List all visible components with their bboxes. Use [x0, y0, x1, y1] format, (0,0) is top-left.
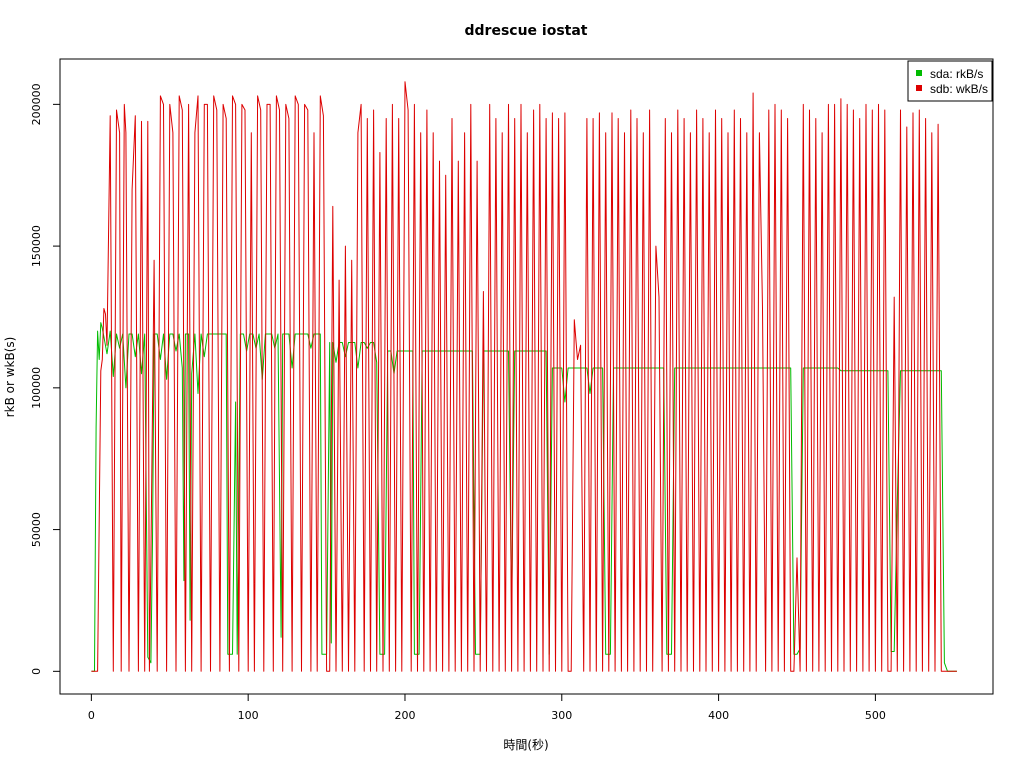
- y-axis-label: rkB or wkB(s): [3, 337, 17, 418]
- series-layer: [91, 81, 957, 672]
- y-tick-label: 100000: [30, 367, 43, 409]
- chart-title: ddrescue iostat: [465, 23, 588, 39]
- x-axis: 0 100 200 300 400 500: [88, 693, 886, 722]
- x-tick-label: 500: [865, 709, 886, 722]
- x-tick-label: 200: [394, 709, 415, 722]
- series-line-1: [91, 81, 957, 672]
- legend-box: [907, 60, 993, 102]
- y-tick-label: 50000: [30, 512, 43, 547]
- legend-label: sdb: wkB/s: [930, 82, 988, 96]
- legend-swatch: [916, 70, 922, 76]
- y-axis: 0 50000 100000 150000 200000: [30, 83, 61, 675]
- legend-label: sda: rkB/s: [930, 67, 983, 81]
- y-tick-label: 200000: [30, 83, 43, 125]
- x-tick-label: 100: [238, 709, 259, 722]
- y-tick-label: 0: [30, 668, 43, 675]
- x-axis-label: 時間(秒): [503, 738, 548, 752]
- x-tick-label: 400: [708, 709, 729, 722]
- x-tick-label: 0: [88, 709, 95, 722]
- y-tick-label: 150000: [30, 225, 43, 267]
- x-tick-label: 300: [551, 709, 572, 722]
- legend-swatch: [916, 85, 922, 91]
